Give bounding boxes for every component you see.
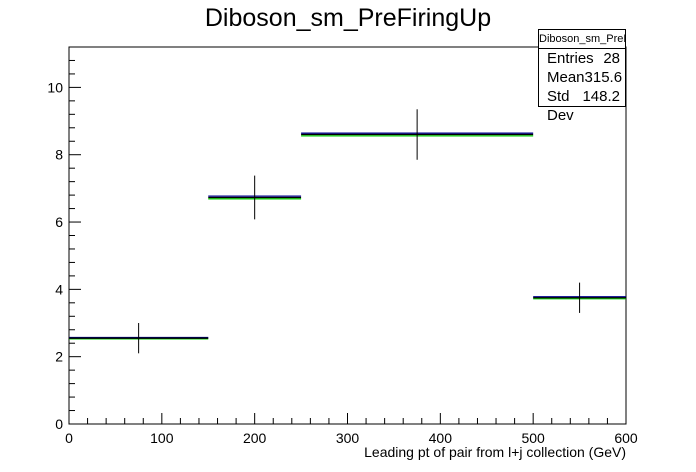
x-tick-label: 400 — [429, 430, 453, 446]
x-axis-label: Leading pt of pair from l+j collection (… — [364, 444, 626, 460]
stats-mean-label: Mean — [547, 69, 585, 86]
stats-entries-value: 28 — [603, 50, 620, 67]
stats-box: Diboson_sm_PreFiringUp Entries 28 Mean 3… — [538, 29, 626, 124]
stats-entries-row: Entries 28 — [539, 49, 625, 68]
y-tick-label: 10 — [47, 79, 63, 95]
x-tick-label: 300 — [336, 430, 360, 446]
y-tick-label: 4 — [55, 281, 63, 297]
stats-mean-value: 315.6 — [584, 69, 623, 86]
stats-std-value: 148.2 — [582, 88, 620, 105]
y-tick-label: 2 — [55, 349, 63, 365]
x-tick-label: 200 — [243, 430, 267, 446]
stats-std-row: Std Dev 148.2 — [539, 87, 625, 124]
y-tick-label: 8 — [55, 147, 63, 163]
chart-title: Diboson_sm_PreFiringUp — [204, 4, 492, 32]
histogram-marks — [69, 109, 626, 354]
axes: 0 100 200 300 400 500 600 0 2 4 6 8 10 — [47, 46, 638, 446]
stats-entries-label: Entries — [547, 50, 594, 67]
x-tick-label: 0 — [65, 430, 73, 446]
stats-box-title: Diboson_sm_PreFiringUp — [539, 30, 625, 49]
y-tick-label: 6 — [55, 214, 63, 230]
y-tick-label: 0 — [55, 416, 63, 432]
x-tick-label: 100 — [150, 430, 174, 446]
x-tick-label: 500 — [521, 430, 545, 446]
stats-std-label: Std Dev — [547, 88, 574, 124]
stats-mean-row: Mean 315.6 — [539, 68, 625, 87]
x-tick-label: 600 — [614, 430, 638, 446]
